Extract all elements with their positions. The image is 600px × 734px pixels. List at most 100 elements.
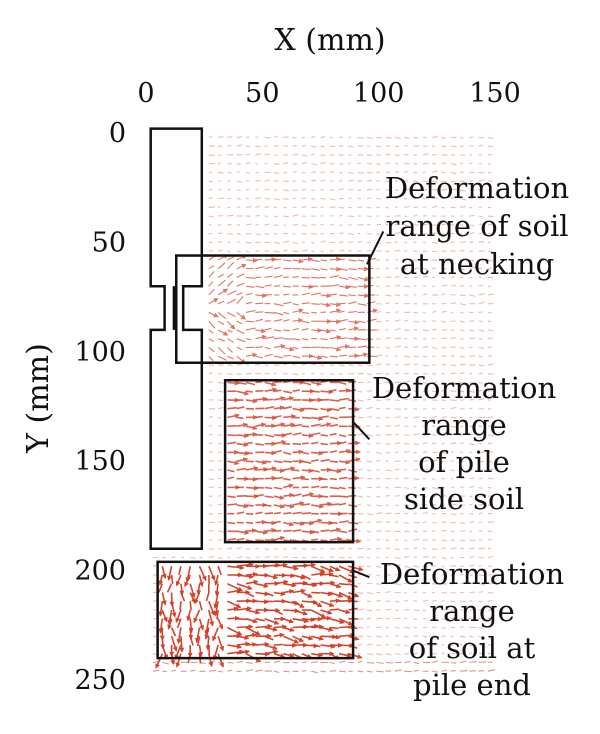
displacement-vector: [255, 591, 270, 597]
displacement-vector: [301, 623, 320, 629]
displacement-vector: [376, 145, 381, 148]
displacement-vector: [339, 364, 345, 367]
displacement-vector: [167, 566, 173, 581]
displacement-vector: [227, 273, 233, 278]
displacement-vector: [422, 442, 428, 445]
displacement-vector: [217, 288, 229, 296]
displacement-vector: [264, 188, 270, 191]
displacement-vector: [432, 241, 438, 245]
displacement-vector: [478, 293, 485, 296]
displacement-vector: [385, 233, 391, 236]
displacement-vector: [413, 494, 418, 497]
displacement-vector: [218, 468, 223, 471]
displacement-vector: [357, 468, 363, 471]
displacement-vector: [348, 249, 352, 252]
displacement-vector: [432, 548, 438, 551]
displacement-vector: [376, 600, 381, 602]
displacement-vector: [441, 556, 447, 560]
displacement-vector: [441, 223, 447, 226]
displacement-vector: [394, 311, 399, 313]
displacement-vector: [376, 188, 380, 191]
displacement-vector: [273, 632, 285, 638]
displacement-vector: [422, 206, 427, 208]
displacement-vector: [311, 233, 318, 235]
displacement-vector: [311, 136, 316, 138]
displacement-vector: [218, 661, 223, 664]
displacement-vector: [487, 617, 495, 620]
displacement-vector: [366, 565, 371, 568]
displacement-vector: [376, 486, 381, 489]
displacement-vector: [366, 591, 373, 595]
displacement-vector: [487, 460, 493, 463]
displacement-vector: [432, 136, 438, 138]
displacement-vector: [459, 660, 467, 664]
displacement-vector: [394, 275, 400, 278]
displacement-vector: [413, 285, 417, 287]
displacement-vector: [385, 206, 389, 209]
displacement-vector: [217, 273, 224, 278]
displacement-vector: [283, 466, 296, 472]
displacement-vector: [208, 556, 215, 559]
displacement-vector: [283, 301, 292, 305]
displacement-vector: [245, 188, 250, 191]
displacement-vector: [236, 670, 242, 673]
displacement-vector: [339, 344, 350, 350]
displacement-vector: [264, 381, 277, 387]
displacement-vector: [450, 364, 457, 367]
displacement-vector: [217, 311, 227, 320]
displacement-vector: [432, 285, 436, 288]
displacement-vector: [357, 652, 361, 655]
displacement-vector: [245, 556, 251, 559]
displacement-vector: [162, 661, 170, 665]
displacement-vector: [329, 536, 343, 542]
displacement-vector: [404, 582, 409, 585]
displacement-vector: [441, 241, 447, 243]
displacement-vector: [264, 179, 270, 182]
displacement-vector: [198, 644, 204, 658]
displacement-vector: [469, 513, 474, 515]
displacement-vector: [301, 582, 318, 588]
displacement-vector: [366, 617, 371, 620]
displacement-vector: [413, 328, 418, 331]
displacement-vector: [255, 293, 268, 299]
displacement-vector: [283, 311, 290, 315]
displacement-vector: [184, 574, 191, 588]
displacement-vector: [283, 162, 289, 165]
displacement-vector: [301, 477, 309, 481]
displacement-vector: [376, 556, 380, 559]
displacement-vector: [394, 189, 399, 192]
displacement-vector: [450, 433, 454, 436]
displacement-vector: [320, 136, 326, 138]
displacement-vector: [273, 652, 286, 659]
displacement-vector: [208, 548, 214, 550]
displacement-vector: [205, 636, 211, 651]
displacement-vector: [478, 600, 483, 603]
displacement-vector: [366, 206, 372, 209]
displacement-vector: [283, 548, 287, 550]
displacement-vector: [487, 259, 494, 262]
displacement-vector: [264, 266, 274, 270]
displacement-vector: [301, 433, 314, 439]
displacement-vector: [292, 600, 305, 609]
displacement-vector: [478, 591, 483, 594]
displacement-vector: [404, 530, 410, 533]
displacement-vector: [432, 556, 437, 559]
displacement-vector: [357, 338, 368, 341]
displacement-vector: [217, 338, 226, 342]
displacement-vector: [487, 363, 494, 366]
displacement-vector: [404, 355, 411, 358]
displacement-vector: [441, 180, 448, 183]
displacement-vector: [357, 303, 367, 306]
displacement-vector: [432, 617, 437, 620]
displacement-vector: [404, 258, 410, 261]
displacement-vector: [236, 282, 245, 287]
displacement-vector: [255, 197, 262, 200]
displacement-vector: [255, 171, 259, 174]
displacement-vector: [460, 241, 466, 243]
displacement-vector: [283, 329, 291, 332]
displacement-vector: [357, 293, 370, 299]
displacement-vector: [487, 320, 492, 323]
displacement-vector: [264, 548, 270, 551]
displacement-vector: [357, 136, 364, 139]
displacement-vector: [236, 457, 249, 463]
